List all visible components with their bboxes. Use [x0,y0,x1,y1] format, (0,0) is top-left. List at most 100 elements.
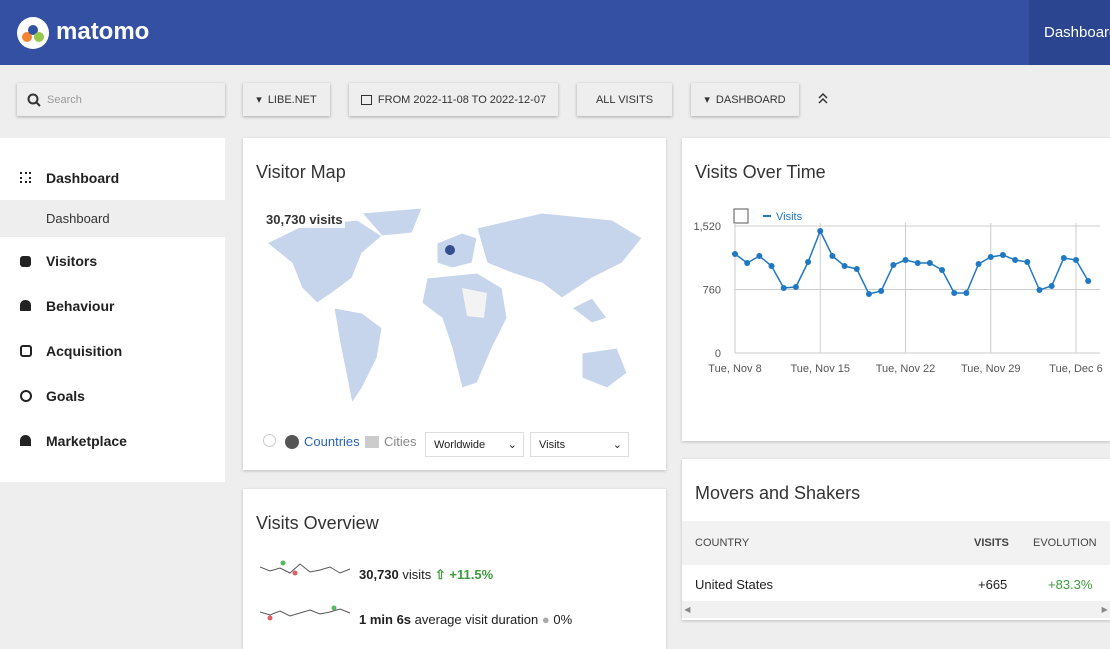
logo[interactable]: matomo [56,18,150,45]
icon [20,300,31,311]
legend-label: Visits [776,211,803,223]
header: matomo Dashboard [0,0,1110,65]
data-point [1073,257,1079,264]
subitem-bg [0,200,225,237]
data-point [878,288,885,295]
x-tick-label: Tue, Nov 8 [708,363,761,375]
sidebar-item[interactable]: Goals [46,388,85,404]
table-header [682,521,1110,565]
sidebar-item[interactable]: Marketplace [46,433,127,449]
overview-change: 0% [553,612,573,627]
data-point [841,263,848,270]
data-point [999,251,1006,258]
data-point [1060,255,1067,262]
line-chart: 0 760 1,520 Tue, Nov 8 Tue, Nov 15 Tue, Nov 2… [693,208,1103,375]
globe-icon [285,435,299,449]
region-select[interactable]: Worldwide ⌄ [425,432,524,457]
chevron: ⌄ [612,439,622,451]
icon [20,345,32,357]
data-point [987,253,994,260]
logo-icon [17,17,49,49]
period-selector[interactable]: FROM 2022-11-08 TO 2022-12-07 [349,83,558,116]
period: FROM 2022-11-08 TO 2022-12-07 [377,93,547,106]
search-placeholder: Search [47,93,82,106]
sparkline [260,560,351,576]
y-tick-label: 0 [715,348,721,360]
visits-overview-card: Visits Overview 30,730 visits ⇧ +11.5% 1… [243,489,666,649]
region: Worldwide [434,438,486,451]
card-title: Visits Over Time [695,162,826,182]
icon [20,172,31,183]
column-header[interactable]: VISITS [974,537,1009,549]
sidebar-subitem[interactable]: Dashboard [46,211,110,226]
data-point [975,261,982,268]
metric-select[interactable]: Visits ⌄ [530,432,629,457]
chart-type-icon[interactable] [733,208,749,224]
visits-over-time-card: Visits Over Time 0 760 1,520 Tue, Nov 8 Tue,… [682,138,1110,441]
data-point [1012,257,1019,264]
map-total: 30,730 visits [264,211,345,228]
data-point [744,260,751,267]
segment-selector[interactable]: ALL VISITS [577,83,672,116]
data-point [780,284,787,291]
overview-label: visits [402,567,432,582]
x-tick-label: Tue, Nov 22 [876,363,936,375]
column-header[interactable]: EVOLUTION [1033,537,1097,549]
chevron: ⌄ [507,439,517,451]
data-point [963,290,970,297]
data-point [890,262,897,269]
visitor-map-card: Visitor Map 30,730 visits Countries Citi… [243,138,666,470]
icon [20,390,32,402]
scrollbar[interactable]: ◀ ▶ [682,601,1110,618]
data-point [805,259,812,266]
table-cell: United States [695,577,774,592]
dashboard-selector[interactable]: ▾ DASHBOARD [691,83,799,116]
segment: ALL VISITS [595,93,654,106]
site-selector[interactable]: ▾ LIBE.NET [243,83,330,116]
data-point [914,260,921,267]
sidebar-item[interactable]: Behaviour [46,298,115,314]
overview-value: 1 min 6s [359,612,412,627]
data-point [865,291,872,298]
site: LIBE.NET [267,93,317,106]
table-cell: +665 [978,577,1008,592]
card-title: Movers and Shakers [695,483,861,503]
x-tick-label: Tue, Nov 15 [790,363,850,375]
y-tick-label: 1,520 [693,221,721,233]
data-point [1085,277,1092,284]
data-point [853,266,860,273]
overview-change: +11.5% [449,567,494,582]
overview-row: 30,730 visits ⇧ +11.5% [359,567,494,582]
sidebar-item[interactable]: Visitors [46,253,98,269]
world-map[interactable] [262,208,652,408]
sidebar-item[interactable]: Dashboard [46,170,120,186]
search[interactable]: Search [17,83,225,116]
data-point [926,260,933,267]
overview-label: average visit duration [414,612,539,627]
y-tick-label: 760 [703,285,721,297]
zoom-out-icon[interactable] [263,434,276,447]
search-icon [27,93,41,107]
icon [20,256,31,267]
cities-icon [365,436,379,448]
tab-cities[interactable]: Cities [384,434,417,449]
collapse-icon[interactable] [817,92,829,106]
data-point [732,250,738,257]
sidebar-item[interactable]: Acquisition [46,343,123,359]
data-point [829,252,836,259]
table-cell: +83.3% [1048,577,1093,592]
column-header[interactable]: COUNTRY [695,537,750,549]
data-point [902,257,909,264]
data-point [792,283,799,290]
data-point [1024,259,1031,266]
data-point [939,267,946,274]
overview-value: 30,730 [359,567,399,582]
series-line [734,229,1089,295]
data-point [951,290,958,297]
nav-dashboard[interactable]: Dashboard [1029,0,1110,65]
movers-card: Movers and Shakers COUNTRY VISITS EVOLUT… [682,459,1110,620]
data-point [817,228,824,235]
tab-countries[interactable]: Countries [304,434,360,449]
sparkline [260,605,351,621]
